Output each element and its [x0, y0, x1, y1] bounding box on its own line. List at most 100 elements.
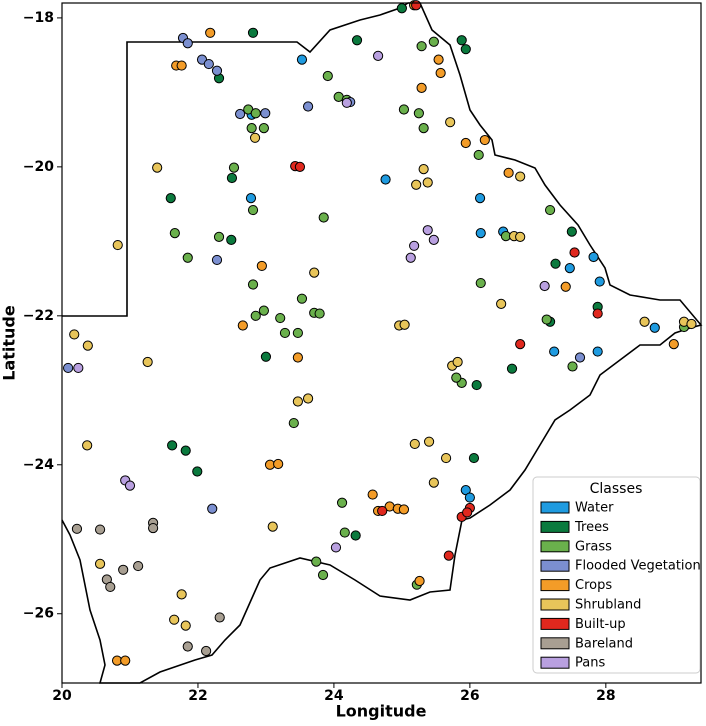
point: [205, 27, 216, 38]
point: [367, 489, 378, 500]
point: [311, 556, 322, 567]
point: [82, 440, 93, 451]
point: [176, 589, 187, 600]
point: [82, 340, 93, 351]
point: [142, 356, 153, 368]
point: [428, 36, 439, 47]
x-tick-label: 24: [324, 688, 344, 704]
point: [409, 438, 420, 450]
legend-swatch: [540, 540, 570, 553]
point: [411, 0, 422, 11]
point: [440, 452, 452, 464]
point: [544, 204, 556, 216]
point: [165, 193, 176, 204]
point: [560, 281, 571, 292]
legend-label: Grass: [575, 539, 612, 554]
point: [118, 564, 129, 575]
point: [260, 108, 271, 119]
point: [152, 162, 163, 173]
point: [422, 177, 433, 188]
points: [63, 0, 697, 666]
point: [69, 329, 80, 340]
point: [235, 108, 246, 120]
point: [515, 171, 526, 182]
point: [443, 550, 454, 561]
point: [120, 655, 131, 666]
point: [411, 179, 422, 190]
point: [260, 351, 272, 362]
point: [398, 504, 410, 515]
y-tick-label: −20: [23, 159, 54, 175]
plot-frame: [61, 2, 702, 684]
point: [474, 193, 486, 204]
point: [302, 101, 314, 112]
legend-label: Water: [575, 501, 614, 516]
point: [396, 3, 407, 14]
point: [318, 212, 329, 223]
point: [433, 54, 444, 65]
point: [456, 35, 467, 46]
point: [592, 308, 603, 319]
point: [279, 327, 291, 339]
point: [292, 327, 303, 339]
point: [471, 379, 482, 391]
point: [639, 316, 650, 327]
point: [445, 117, 456, 128]
point: [249, 132, 261, 143]
point: [133, 560, 144, 572]
legend-swatch: [540, 656, 570, 669]
point: [147, 522, 159, 534]
country-boundary: [61, 2, 703, 684]
point: [475, 277, 486, 289]
point: [649, 322, 660, 333]
x-axis-title: Longitude: [336, 702, 427, 721]
point: [515, 231, 526, 242]
legend-box: [532, 476, 701, 674]
point: [275, 312, 286, 324]
point: [314, 308, 325, 319]
point: [169, 614, 180, 625]
point: [567, 361, 578, 372]
point: [414, 575, 425, 587]
x-tick-label: 20: [52, 688, 72, 704]
legend-swatch: [540, 617, 570, 630]
x-tick-label: 26: [460, 688, 479, 704]
point: [423, 436, 435, 447]
point: [247, 204, 259, 216]
point: [192, 466, 203, 477]
legend-swatch: [540, 520, 570, 533]
point: [451, 372, 462, 383]
point: [452, 356, 463, 368]
point: [428, 234, 439, 245]
y-tick-label: −18: [23, 10, 54, 26]
point: [226, 172, 238, 184]
point: [473, 149, 484, 161]
point: [273, 458, 284, 470]
legend-label: Flooded Vegetation: [575, 559, 701, 574]
point: [462, 507, 473, 518]
point: [566, 226, 577, 237]
point: [380, 174, 391, 185]
point: [237, 320, 248, 331]
point: [169, 228, 180, 239]
point: [322, 70, 333, 82]
point: [292, 396, 303, 407]
point: [515, 339, 526, 350]
x-tick-label: 28: [596, 688, 615, 704]
point: [245, 193, 257, 204]
legend-swatch: [540, 637, 570, 650]
point: [594, 276, 605, 287]
point: [63, 362, 74, 374]
point: [258, 123, 269, 134]
point: [124, 480, 136, 491]
point: [112, 239, 123, 251]
point: [211, 254, 223, 266]
legend-title: Classes: [590, 481, 643, 497]
point: [317, 569, 329, 581]
point: [94, 558, 106, 569]
point: [71, 523, 83, 534]
point: [475, 228, 486, 239]
point: [506, 363, 518, 374]
point: [211, 65, 223, 76]
point: [296, 54, 308, 65]
